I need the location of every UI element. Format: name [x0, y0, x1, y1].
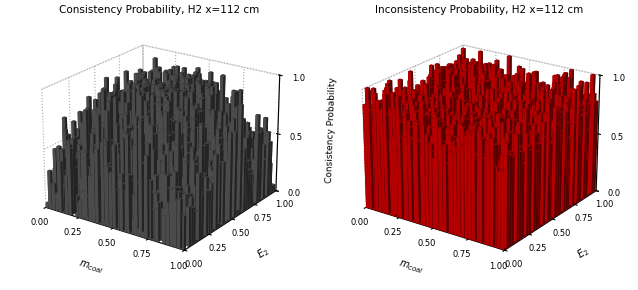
X-axis label: $m_{coal}$: $m_{coal}$ — [397, 258, 425, 276]
X-axis label: $m_{coal}$: $m_{coal}$ — [77, 258, 105, 276]
Y-axis label: $E_2$: $E_2$ — [574, 244, 592, 262]
Title: Consistency Probability, H2 x=112 cm: Consistency Probability, H2 x=112 cm — [59, 5, 259, 14]
Y-axis label: $E_2$: $E_2$ — [254, 244, 272, 262]
Title: Inconsistency Probability, H2 x=112 cm: Inconsistency Probability, H2 x=112 cm — [375, 5, 583, 14]
